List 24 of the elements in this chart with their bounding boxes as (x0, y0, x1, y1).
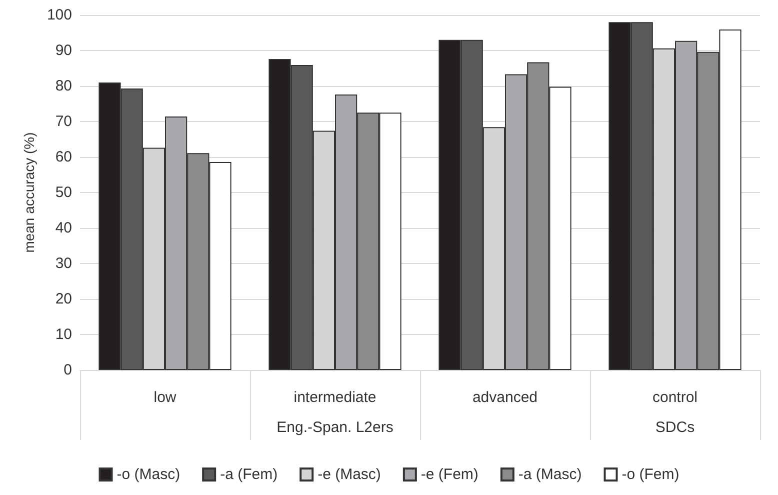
y-axis-title: mean accuracy (%) (21, 132, 37, 253)
legend-label: -a (Masc) (518, 466, 582, 483)
y-tick-label: 80 (55, 78, 72, 94)
text: Eng.-Span. L2ers (276, 419, 394, 436)
x-tick-label: advanced (472, 389, 538, 406)
y-tick-label: 60 (55, 148, 72, 166)
y-tick-label: 0 (64, 362, 72, 378)
text: SDCs (655, 419, 695, 436)
y-tick-label: 40 (55, 220, 72, 236)
legend-label: -e (Fem) (420, 466, 478, 483)
legend-label: -o (Masc) (116, 466, 180, 483)
y-tick-label: 20 (55, 290, 72, 308)
y-tick-label: 50 (55, 184, 72, 201)
legend-label: -e (Masc) (318, 466, 381, 483)
y-tick-label: 100 (46, 6, 72, 24)
x-tick-label: low (154, 389, 176, 406)
legend-label: -a (Fem) (220, 466, 278, 483)
legend-label: -o (Fem) (622, 466, 680, 483)
x-tick-label: control (652, 389, 698, 406)
y-tick-label: 10 (55, 326, 72, 343)
x-tick-label: intermediate (294, 389, 376, 406)
y-tick-label: 90 (55, 42, 72, 59)
y-tick-label: 70 (55, 113, 72, 130)
y-tick-label: 30 (55, 255, 72, 272)
